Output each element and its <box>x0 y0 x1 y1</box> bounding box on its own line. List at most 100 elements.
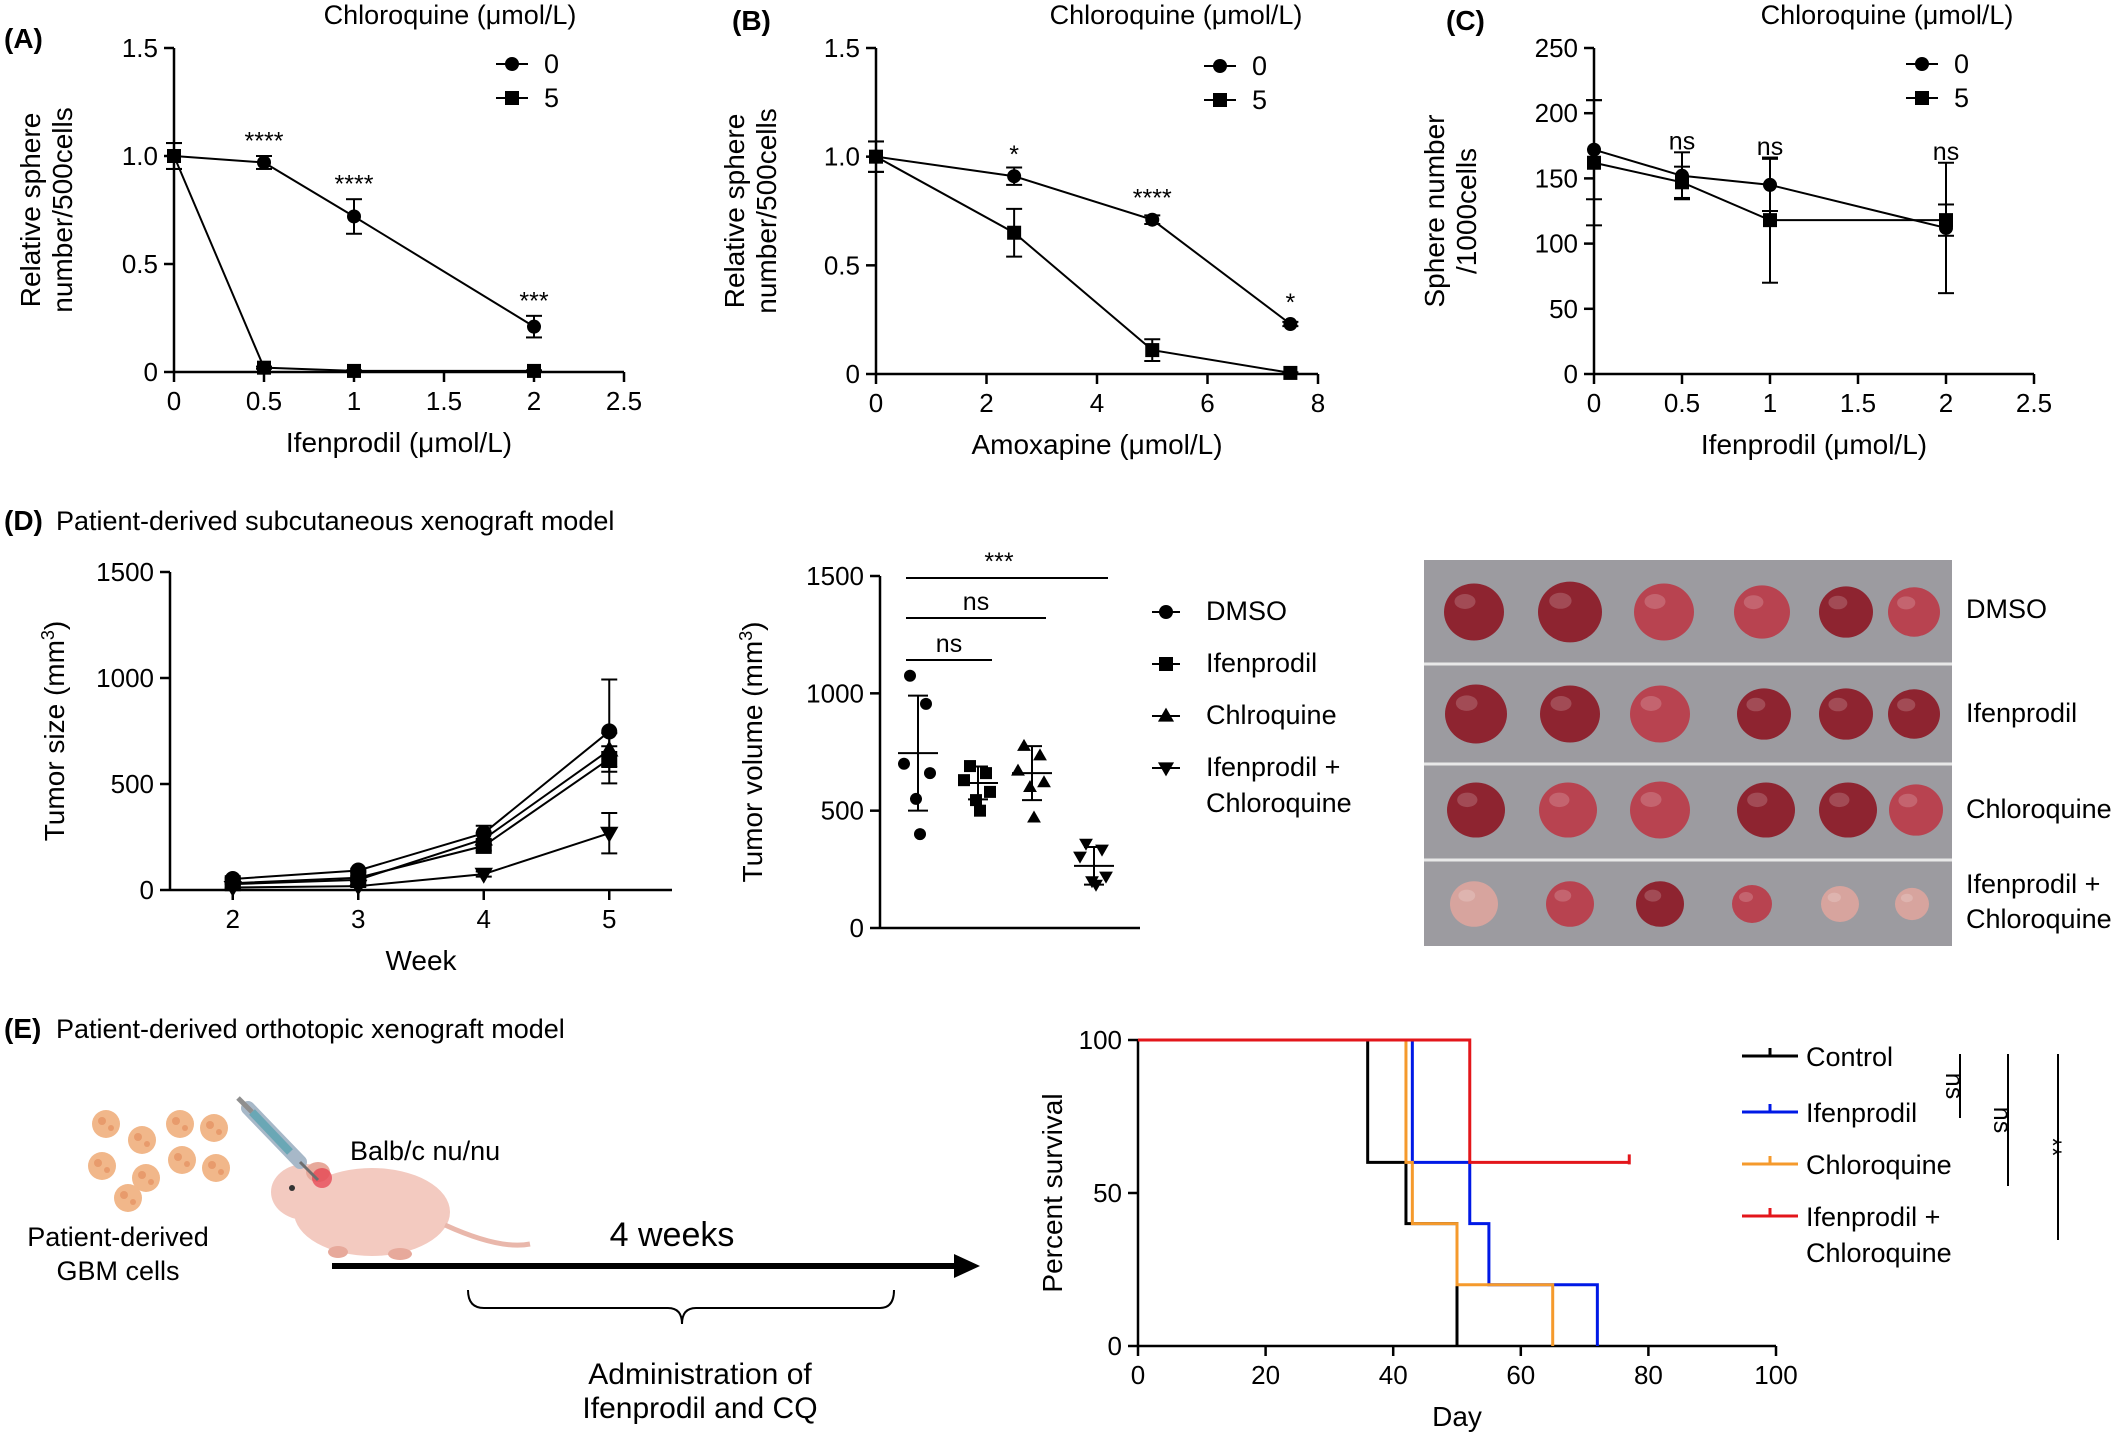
cell-icon <box>88 1152 116 1180</box>
tumor-highlight <box>1549 592 1572 609</box>
tumor-sample <box>1819 688 1873 740</box>
significance-label: ns <box>1757 133 1783 161</box>
x-tick-label: 80 <box>1634 1360 1663 1390</box>
chart-e-survival: 0 50 100 0 20 40 60 80 100 Day Percent survival Con… <box>1037 1025 2066 1432</box>
tumor-highlight <box>1458 889 1476 902</box>
significance-label: ns <box>1933 138 1959 166</box>
data-point <box>1007 225 1022 240</box>
y-axis-label-text: Tumor volume (mm <box>737 641 768 883</box>
series-line <box>1593 148 1947 229</box>
legend-marker <box>1157 762 1175 777</box>
legend-label: Ifenprodil + <box>1806 1202 1940 1232</box>
tumor-sample <box>1546 881 1594 927</box>
cell-icon <box>132 1164 160 1192</box>
data-point <box>600 740 619 757</box>
significance-label: ns <box>1940 1073 1968 1099</box>
tumor-sample <box>1630 685 1690 743</box>
legend-marker <box>1915 57 1929 71</box>
legend-marker <box>1915 91 1929 105</box>
tumor-sample <box>1819 782 1877 838</box>
tumor-photo: DMSO Ifenprodil Chloroquine Ifenprodil +… <box>1424 560 2112 946</box>
y-axis-label-sup: 3 <box>736 631 756 641</box>
cell-nucleus-icon <box>218 1169 224 1175</box>
y-tick-label: 50 <box>1093 1178 1122 1208</box>
y-tick-label: 100 <box>1535 229 1578 259</box>
x-tick-label: 5 <box>602 904 616 934</box>
tumor-sample <box>1888 587 1940 637</box>
chart-title: Chloroquine (μmol/L) <box>1761 0 2014 30</box>
survival-curve <box>1138 1038 1555 1346</box>
photo-label-combo-2: Chloroquine <box>1966 904 2112 934</box>
tumor-sample <box>1634 583 1694 641</box>
legend-label: Ifenprodil <box>1206 648 1317 678</box>
data-point <box>257 155 271 170</box>
data-point <box>1283 365 1298 380</box>
x-axis-label: Ifenprodil (μmol/L) <box>286 427 512 458</box>
tumor-highlight <box>1640 792 1662 807</box>
tumor-highlight <box>1640 696 1662 711</box>
y-tick-label: 50 <box>1549 294 1578 324</box>
schematic: Balb/c nu/nu Patient-derived GBM cells 4… <box>27 1096 980 1425</box>
tumor-highlight <box>1743 595 1764 610</box>
data-point <box>474 829 493 846</box>
x-axis-label: Day <box>1432 1401 1482 1432</box>
legend-label: 0 <box>1252 51 1267 81</box>
tumor-sample <box>1538 581 1602 643</box>
y-axis-label: Percent survival <box>1037 1093 1068 1292</box>
tumor-sample <box>1450 881 1498 927</box>
series-line <box>875 155 1291 325</box>
y-tick-label: 500 <box>821 796 864 826</box>
significance-label: **** <box>335 171 374 199</box>
significance-label: *** <box>984 548 1013 576</box>
data-point <box>904 669 916 682</box>
series-line <box>232 730 610 880</box>
x-tick-label: 4 <box>477 904 491 934</box>
cell-nucleus-icon <box>208 1161 216 1169</box>
y-axis-label-line: number/500cells <box>751 108 782 313</box>
data-point <box>1027 810 1041 823</box>
legend-marker <box>1159 605 1173 619</box>
x-axis-label: Ifenprodil (μmol/L) <box>1701 429 1927 460</box>
cell-icon <box>202 1154 230 1182</box>
legend-marker <box>505 57 519 71</box>
survival-curve <box>1138 1038 1630 1164</box>
data-point <box>1037 775 1051 788</box>
tumor-highlight <box>1454 594 1476 609</box>
tumor-sample <box>1819 586 1873 638</box>
cell-nucleus-icon <box>130 1199 136 1205</box>
y-tick-label: 100 <box>1079 1025 1122 1055</box>
data-point <box>1675 175 1689 190</box>
legend-label: DMSO <box>1206 596 1287 626</box>
series-line <box>1593 161 1946 222</box>
tumor-highlight <box>1644 889 1662 902</box>
y-tick-label: 0 <box>850 913 864 943</box>
administration-bracket <box>467 1289 895 1325</box>
tumor-highlight <box>1455 695 1478 711</box>
data-point <box>1283 317 1298 332</box>
x-tick-label: 2.5 <box>2016 388 2052 418</box>
cell-nucleus-icon <box>216 1129 222 1135</box>
data-point <box>974 804 986 817</box>
data-point <box>958 774 970 787</box>
data-point <box>898 757 910 770</box>
cell-nucleus-icon <box>182 1125 188 1131</box>
tumor-highlight <box>1827 892 1841 903</box>
data-point <box>1017 738 1031 751</box>
duration-label: 4 weeks <box>610 1216 735 1254</box>
y-axis-label-sup: 3 <box>38 630 58 640</box>
y-tick-label: 1.5 <box>122 33 158 63</box>
series-line <box>875 155 1291 374</box>
data-point <box>1763 213 1777 228</box>
y-tick-label: 0 <box>1564 359 1578 389</box>
data-point <box>980 767 992 780</box>
x-tick-label: 3 <box>351 904 365 934</box>
tumor-sample <box>1732 885 1772 923</box>
cells-label-1: Patient-derived <box>27 1222 209 1252</box>
legend-label: 5 <box>544 83 559 113</box>
y-axis-label: Sphere number/1000cells <box>1419 114 1482 307</box>
data-point <box>600 826 619 843</box>
y-tick-label: 0 <box>140 875 154 905</box>
survival-curve <box>1138 1038 1599 1346</box>
